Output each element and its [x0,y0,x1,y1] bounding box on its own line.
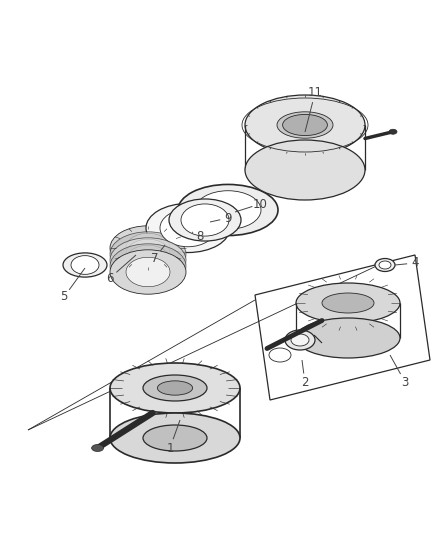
Ellipse shape [110,232,186,276]
Ellipse shape [146,204,230,253]
Ellipse shape [245,140,365,200]
Text: 9: 9 [224,212,232,224]
Ellipse shape [181,204,229,236]
Ellipse shape [296,318,400,358]
Text: 5: 5 [60,290,68,303]
Ellipse shape [245,95,365,155]
Ellipse shape [283,115,327,135]
Ellipse shape [110,244,186,288]
Ellipse shape [160,209,216,247]
Ellipse shape [126,251,170,281]
Ellipse shape [379,261,391,269]
Ellipse shape [322,293,374,313]
Ellipse shape [110,226,186,270]
Text: 10: 10 [253,198,268,211]
Ellipse shape [285,330,315,350]
Ellipse shape [110,413,240,463]
Ellipse shape [375,259,395,271]
Ellipse shape [277,112,333,138]
Text: 4: 4 [411,256,419,270]
Ellipse shape [110,250,186,294]
Ellipse shape [178,184,278,236]
Text: 3: 3 [401,376,409,389]
Ellipse shape [92,445,104,451]
Ellipse shape [110,363,240,413]
Text: 7: 7 [151,252,159,264]
Text: 2: 2 [301,376,309,390]
Text: 8: 8 [196,230,204,244]
Ellipse shape [110,238,186,282]
Ellipse shape [143,425,207,451]
Ellipse shape [195,191,261,229]
Ellipse shape [296,283,400,323]
Ellipse shape [126,245,170,274]
Ellipse shape [126,239,170,269]
Text: 1: 1 [166,441,174,455]
Ellipse shape [389,129,397,134]
Ellipse shape [71,256,99,274]
Text: 11: 11 [307,86,322,100]
Ellipse shape [126,233,170,263]
Ellipse shape [157,381,193,395]
Ellipse shape [63,253,107,277]
Ellipse shape [143,375,207,401]
Ellipse shape [291,334,309,346]
Ellipse shape [169,199,241,241]
Text: 6: 6 [106,271,114,285]
Ellipse shape [126,257,170,287]
